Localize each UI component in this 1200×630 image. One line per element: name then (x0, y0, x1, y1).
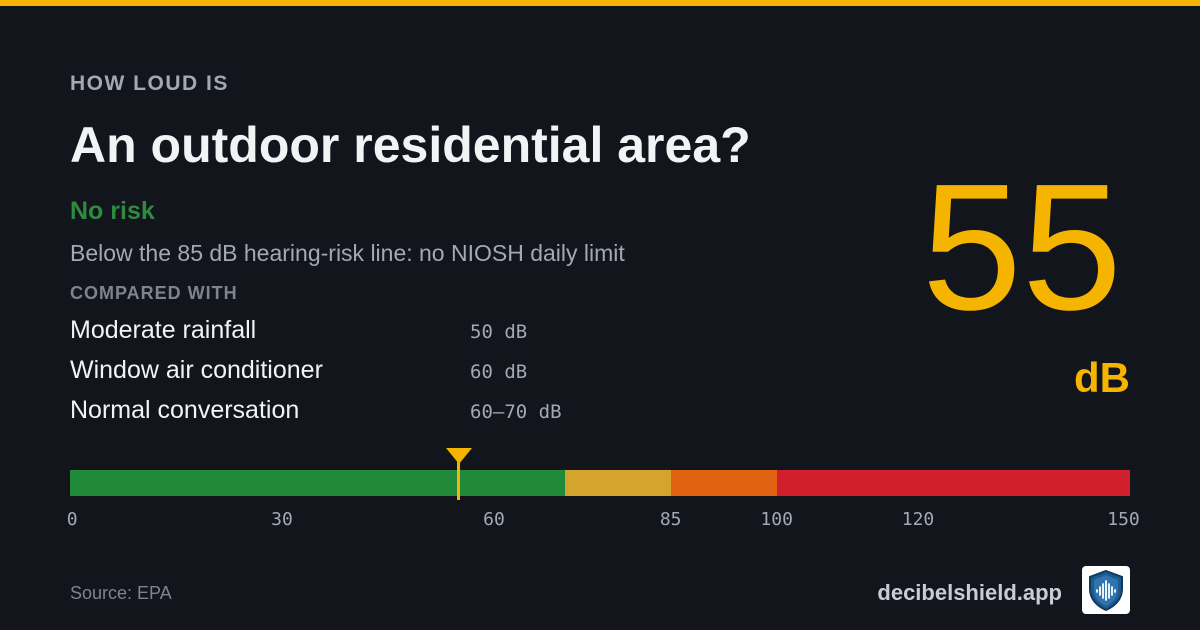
gauge-marker-line (457, 462, 461, 500)
shield-soundwave-icon (1082, 566, 1130, 614)
risk-label: No risk (70, 197, 155, 225)
source-note: Source: EPA (70, 583, 172, 603)
decibel-unit: dB (1074, 354, 1130, 401)
gauge-tick-label: 120 (901, 509, 935, 530)
comparison-row: Normal conversation 60–70 dB (70, 396, 630, 426)
top-accent-bar (0, 0, 1200, 6)
gauge-tick-label: 30 (271, 509, 293, 530)
gauge-tick-label: 60 (483, 509, 505, 530)
loudness-gauge (70, 470, 1130, 496)
gauge-segment-3 (776, 470, 1130, 496)
comparison-name: Window air conditioner (70, 356, 323, 384)
gauge-segment-1 (564, 470, 671, 496)
gauge-tick-label: 0 (66, 509, 78, 530)
risk-description: Below the 85 dB hearing-risk line: no NI… (70, 240, 625, 266)
gauge-segment-2 (670, 470, 777, 496)
gauge-tick-label: 150 (1107, 509, 1140, 530)
page-title: An outdoor residential area? (70, 117, 751, 173)
comparison-row: Moderate rainfall 50 dB (70, 316, 630, 346)
gauge-tick-label: 100 (760, 509, 793, 530)
comparison-value: 50 dB (470, 321, 528, 343)
gauge-tick-label: 85 (659, 509, 682, 530)
kicker: HOW LOUD IS (70, 72, 229, 95)
comparison-name: Moderate rainfall (70, 316, 257, 344)
comparison-row: Window air conditioner 60 dB (70, 356, 630, 386)
gauge-marker-triangle-icon (445, 448, 472, 464)
decibel-value: 55 (921, 147, 1122, 348)
comparison-value: 60–70 dB (470, 401, 562, 423)
comparison-value: 60 dB (470, 361, 528, 383)
gauge-segment-0 (70, 470, 565, 496)
compared-heading: COMPARED WITH (70, 283, 238, 303)
comparison-name: Normal conversation (70, 396, 300, 424)
brand-name: decibelshield.app (877, 580, 1062, 605)
